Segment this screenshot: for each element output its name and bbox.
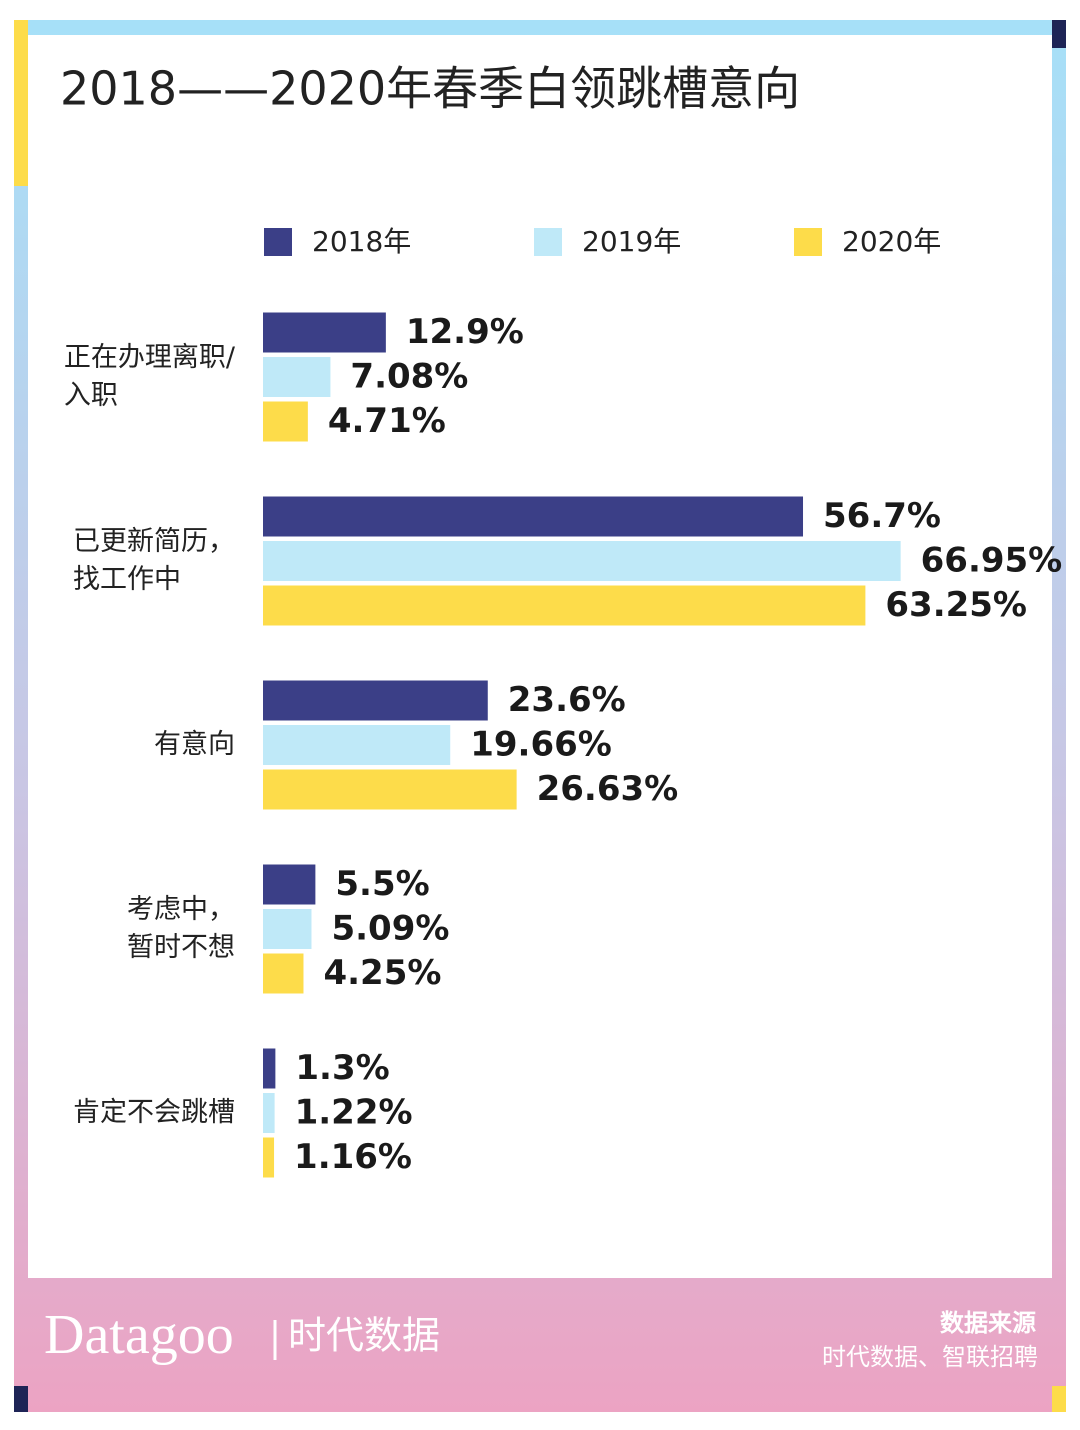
bar	[263, 909, 312, 949]
bar	[263, 1137, 275, 1178]
value-label: 4.71%	[328, 401, 446, 441]
value-label: 66.95%	[921, 541, 1063, 581]
value-label: 19.66%	[470, 725, 612, 765]
value-label: 5.09%	[331, 909, 449, 949]
brand: Datagoo	[44, 1304, 234, 1366]
value-label: 5.5%	[335, 864, 429, 904]
corner-accent	[1052, 20, 1066, 48]
bar	[263, 864, 316, 905]
category-label: 已更新简历， 找工作中	[73, 526, 235, 595]
source-title: 数据来源	[940, 1309, 1036, 1337]
corner-accent	[14, 1386, 28, 1412]
legend-label: 2018年	[312, 225, 411, 258]
bar	[263, 680, 488, 721]
chart-title: 2018——2020年春季白领跳槽意向	[60, 62, 800, 116]
bar	[263, 953, 304, 994]
brand-cn: 时代数据	[288, 1316, 440, 1358]
value-label: 56.7%	[823, 496, 941, 536]
value-label: 23.6%	[508, 680, 626, 720]
bar	[263, 541, 901, 581]
bar	[263, 401, 308, 442]
bar	[263, 725, 451, 765]
legend-swatch	[264, 228, 292, 256]
bar	[263, 585, 866, 626]
bar	[263, 312, 386, 353]
category-label: 有意向	[154, 729, 235, 760]
corner-accent	[1052, 1386, 1066, 1412]
panel	[28, 35, 1052, 1278]
value-label: 1.3%	[295, 1048, 389, 1088]
value-label: 4.25%	[323, 953, 441, 993]
value-label: 63.25%	[885, 585, 1027, 625]
value-label: 12.9%	[406, 312, 524, 352]
value-label: 1.16%	[294, 1137, 412, 1177]
bar	[263, 1048, 276, 1089]
bar	[263, 1093, 275, 1133]
category-label: 正在办理离职/ 入职	[63, 342, 235, 411]
legend-label: 2019年	[582, 225, 681, 258]
value-label: 26.63%	[537, 769, 679, 809]
source: 时代数据、智联招聘	[822, 1343, 1038, 1371]
value-label: 1.22%	[295, 1093, 413, 1133]
value-label: 7.08%	[350, 357, 468, 397]
legend-swatch	[534, 228, 562, 256]
bar	[263, 357, 331, 397]
bar	[263, 769, 517, 810]
legend-swatch	[794, 228, 822, 256]
category-label: 肯定不会跳槽	[73, 1097, 235, 1128]
bar	[263, 496, 804, 537]
legend-label: 2020年	[842, 225, 941, 258]
corner-accent	[14, 20, 28, 186]
category-label: 考虑中， 暂时不想	[127, 894, 235, 963]
